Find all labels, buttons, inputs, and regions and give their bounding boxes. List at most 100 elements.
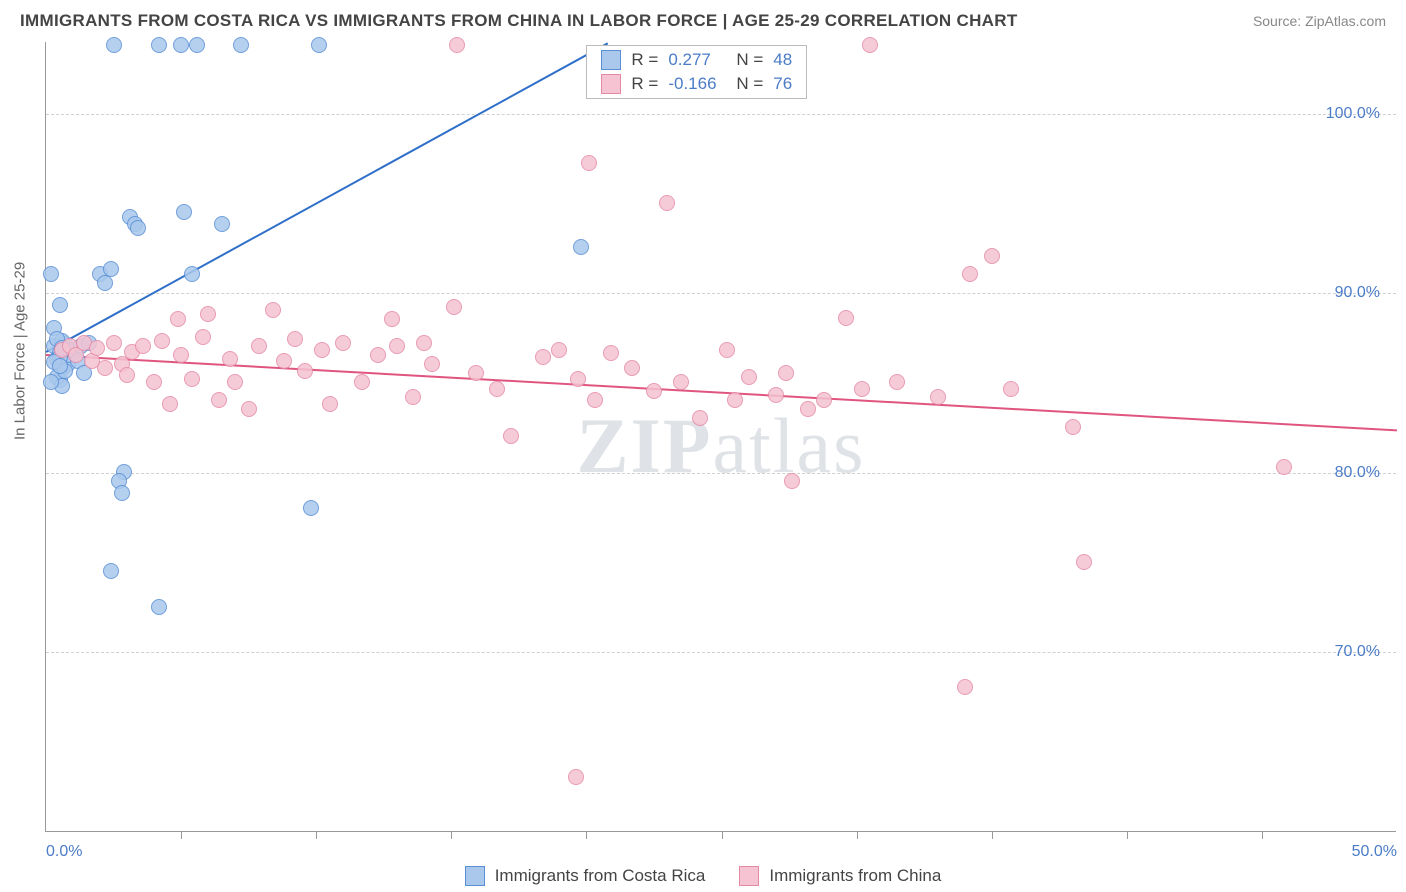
data-point — [154, 333, 170, 349]
data-point — [862, 37, 878, 53]
data-point — [646, 383, 662, 399]
data-point — [838, 310, 854, 326]
legend-swatch — [601, 50, 621, 70]
stats-box: R =0.277N =48R =-0.166N =76 — [586, 45, 807, 99]
data-point — [43, 374, 59, 390]
data-point — [816, 392, 832, 408]
data-point — [265, 302, 281, 318]
plot-area: ZIPatlas 70.0%80.0%90.0%100.0%0.0%50.0%R… — [45, 42, 1396, 832]
data-point — [130, 220, 146, 236]
data-point — [227, 374, 243, 390]
n-value: 76 — [773, 74, 792, 94]
data-point — [222, 351, 238, 367]
data-point — [489, 381, 505, 397]
data-point — [503, 428, 519, 444]
trend-line — [46, 42, 609, 353]
trend-line — [46, 354, 1397, 431]
data-point — [189, 37, 205, 53]
data-point — [570, 371, 586, 387]
data-point — [1276, 459, 1292, 475]
x-tick — [586, 831, 587, 839]
data-point — [52, 358, 68, 374]
data-point — [52, 297, 68, 313]
data-point — [957, 679, 973, 695]
chart-title: IMMIGRANTS FROM COSTA RICA VS IMMIGRANTS… — [20, 11, 1018, 31]
data-point — [1076, 554, 1092, 570]
data-point — [784, 473, 800, 489]
data-point — [322, 396, 338, 412]
y-axis-label: In Labor Force | Age 25-29 — [12, 262, 29, 440]
x-tick — [451, 831, 452, 839]
data-point — [303, 500, 319, 516]
data-point — [314, 342, 330, 358]
data-point — [195, 329, 211, 345]
r-label: R = — [631, 74, 658, 94]
x-tick-label: 0.0% — [46, 843, 82, 861]
data-point — [276, 353, 292, 369]
legend-swatch — [601, 74, 621, 94]
data-point — [103, 563, 119, 579]
x-tick — [857, 831, 858, 839]
data-point — [354, 374, 370, 390]
legend-item: Immigrants from Costa Rica — [465, 866, 706, 886]
data-point — [173, 37, 189, 53]
data-point — [211, 392, 227, 408]
y-tick-label: 70.0% — [1335, 643, 1380, 661]
x-tick — [1127, 831, 1128, 839]
data-point — [587, 392, 603, 408]
data-point — [151, 599, 167, 615]
data-point — [673, 374, 689, 390]
data-point — [170, 311, 186, 327]
legend-item: Immigrants from China — [739, 866, 941, 886]
data-point — [214, 216, 230, 232]
r-value: -0.166 — [668, 74, 726, 94]
x-tick — [722, 831, 723, 839]
data-point — [184, 266, 200, 282]
data-point — [151, 37, 167, 53]
data-point — [624, 360, 640, 376]
gridline — [46, 293, 1396, 294]
data-point — [162, 396, 178, 412]
data-point — [384, 311, 400, 327]
data-point — [727, 392, 743, 408]
data-point — [241, 401, 257, 417]
data-point — [389, 338, 405, 354]
data-point — [692, 410, 708, 426]
data-point — [233, 37, 249, 53]
data-point — [741, 369, 757, 385]
data-point — [768, 387, 784, 403]
data-point — [335, 335, 351, 351]
data-point — [424, 356, 440, 372]
data-point — [719, 342, 735, 358]
data-point — [200, 306, 216, 322]
n-value: 48 — [773, 50, 792, 70]
data-point — [449, 37, 465, 53]
data-point — [251, 338, 267, 354]
data-point — [287, 331, 303, 347]
data-point — [551, 342, 567, 358]
data-point — [659, 195, 675, 211]
stats-row: R =0.277N =48 — [587, 48, 806, 72]
gridline — [46, 473, 1396, 474]
x-tick — [992, 831, 993, 839]
data-point — [297, 363, 313, 379]
x-tick — [316, 831, 317, 839]
data-point — [778, 365, 794, 381]
data-point — [535, 349, 551, 365]
data-point — [370, 347, 386, 363]
data-point — [103, 261, 119, 277]
data-point — [984, 248, 1000, 264]
r-label: R = — [631, 50, 658, 70]
r-value: 0.277 — [668, 50, 726, 70]
data-point — [184, 371, 200, 387]
legend-swatch — [739, 866, 759, 886]
data-point — [106, 37, 122, 53]
chart-area: ZIPatlas 70.0%80.0%90.0%100.0%0.0%50.0%R… — [45, 42, 1396, 832]
data-point — [889, 374, 905, 390]
data-point — [930, 389, 946, 405]
n-label: N = — [736, 74, 763, 94]
data-point — [146, 374, 162, 390]
data-point — [114, 485, 130, 501]
y-tick-label: 80.0% — [1335, 464, 1380, 482]
y-tick-label: 100.0% — [1326, 105, 1380, 123]
